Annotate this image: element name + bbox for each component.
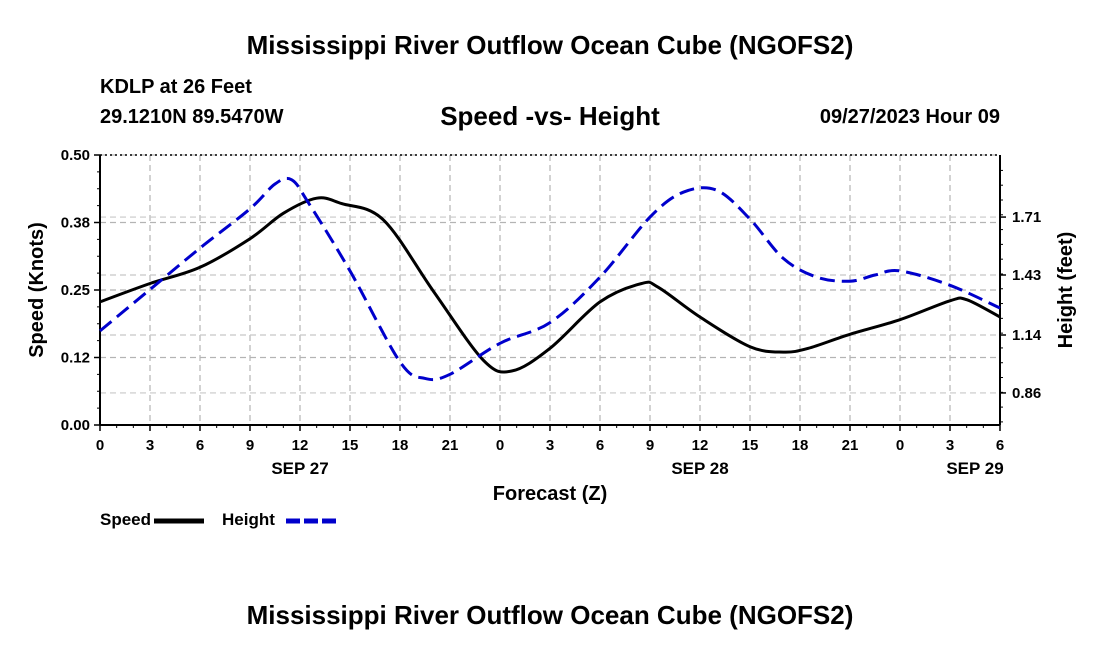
x-tick-label: 21 <box>442 437 459 454</box>
y-axis-title: Speed (Knots) <box>26 222 48 358</box>
x-axis-title: Forecast (Z) <box>493 483 607 505</box>
x-tick-label: 0 <box>496 437 504 454</box>
x-tick-label: 3 <box>546 437 554 454</box>
date-label: SEP 28 <box>671 459 728 478</box>
y2-tick-label: 1.14 <box>1012 327 1042 344</box>
x-tick-label: 0 <box>96 437 104 454</box>
y-tick-label: 0.50 <box>61 147 90 164</box>
x-tick-label: 0 <box>896 437 904 454</box>
footer-title: Mississippi River Outflow Ocean Cube (NG… <box>246 600 854 630</box>
y2-axis-title: Height (feet) <box>1055 232 1077 349</box>
date-label: SEP 29 <box>946 459 1003 478</box>
series-line-speed <box>99 196 1001 374</box>
station-label: KDLP at 26 Feet <box>100 76 252 98</box>
series-line-height <box>99 176 1001 382</box>
y2-tick-label: 0.86 <box>1012 385 1041 402</box>
y-tick-label: 0.38 <box>61 215 90 232</box>
x-tick-label: 18 <box>392 437 409 454</box>
legend-label-height: Height <box>222 510 275 529</box>
x-tick-label: 12 <box>692 437 709 454</box>
x-tick-label: 6 <box>996 437 1004 454</box>
x-tick-label: 21 <box>842 437 859 454</box>
x-tick-label: 6 <box>196 437 204 454</box>
x-tick-label: 15 <box>742 437 759 454</box>
y2-tick-label: 1.71 <box>1012 209 1041 226</box>
page-title: Mississippi River Outflow Ocean Cube (NG… <box>246 30 854 60</box>
coordinates-label: 29.1210N 89.5470W <box>100 106 284 128</box>
y-tick-label: 0.12 <box>61 350 90 367</box>
x-tick-label: 9 <box>246 437 254 454</box>
x-tick-label: 3 <box>946 437 954 454</box>
y-tick-label: 0.25 <box>61 282 90 299</box>
x-tick-label: 18 <box>792 437 809 454</box>
chart-subtitle: Speed -vs- Height <box>440 101 660 131</box>
x-tick-label: 9 <box>646 437 654 454</box>
x-tick-label: 15 <box>342 437 359 454</box>
date-label: SEP 27 <box>271 459 328 478</box>
x-tick-label: 12 <box>292 437 309 454</box>
legend-label-speed: Speed <box>100 510 151 529</box>
y-tick-label: 0.00 <box>61 417 90 434</box>
forecast-datetime: 09/27/2023 Hour 09 <box>819 106 1000 128</box>
x-tick-label: 3 <box>146 437 154 454</box>
y2-tick-label: 1.43 <box>1012 267 1041 284</box>
x-tick-label: 6 <box>596 437 604 454</box>
